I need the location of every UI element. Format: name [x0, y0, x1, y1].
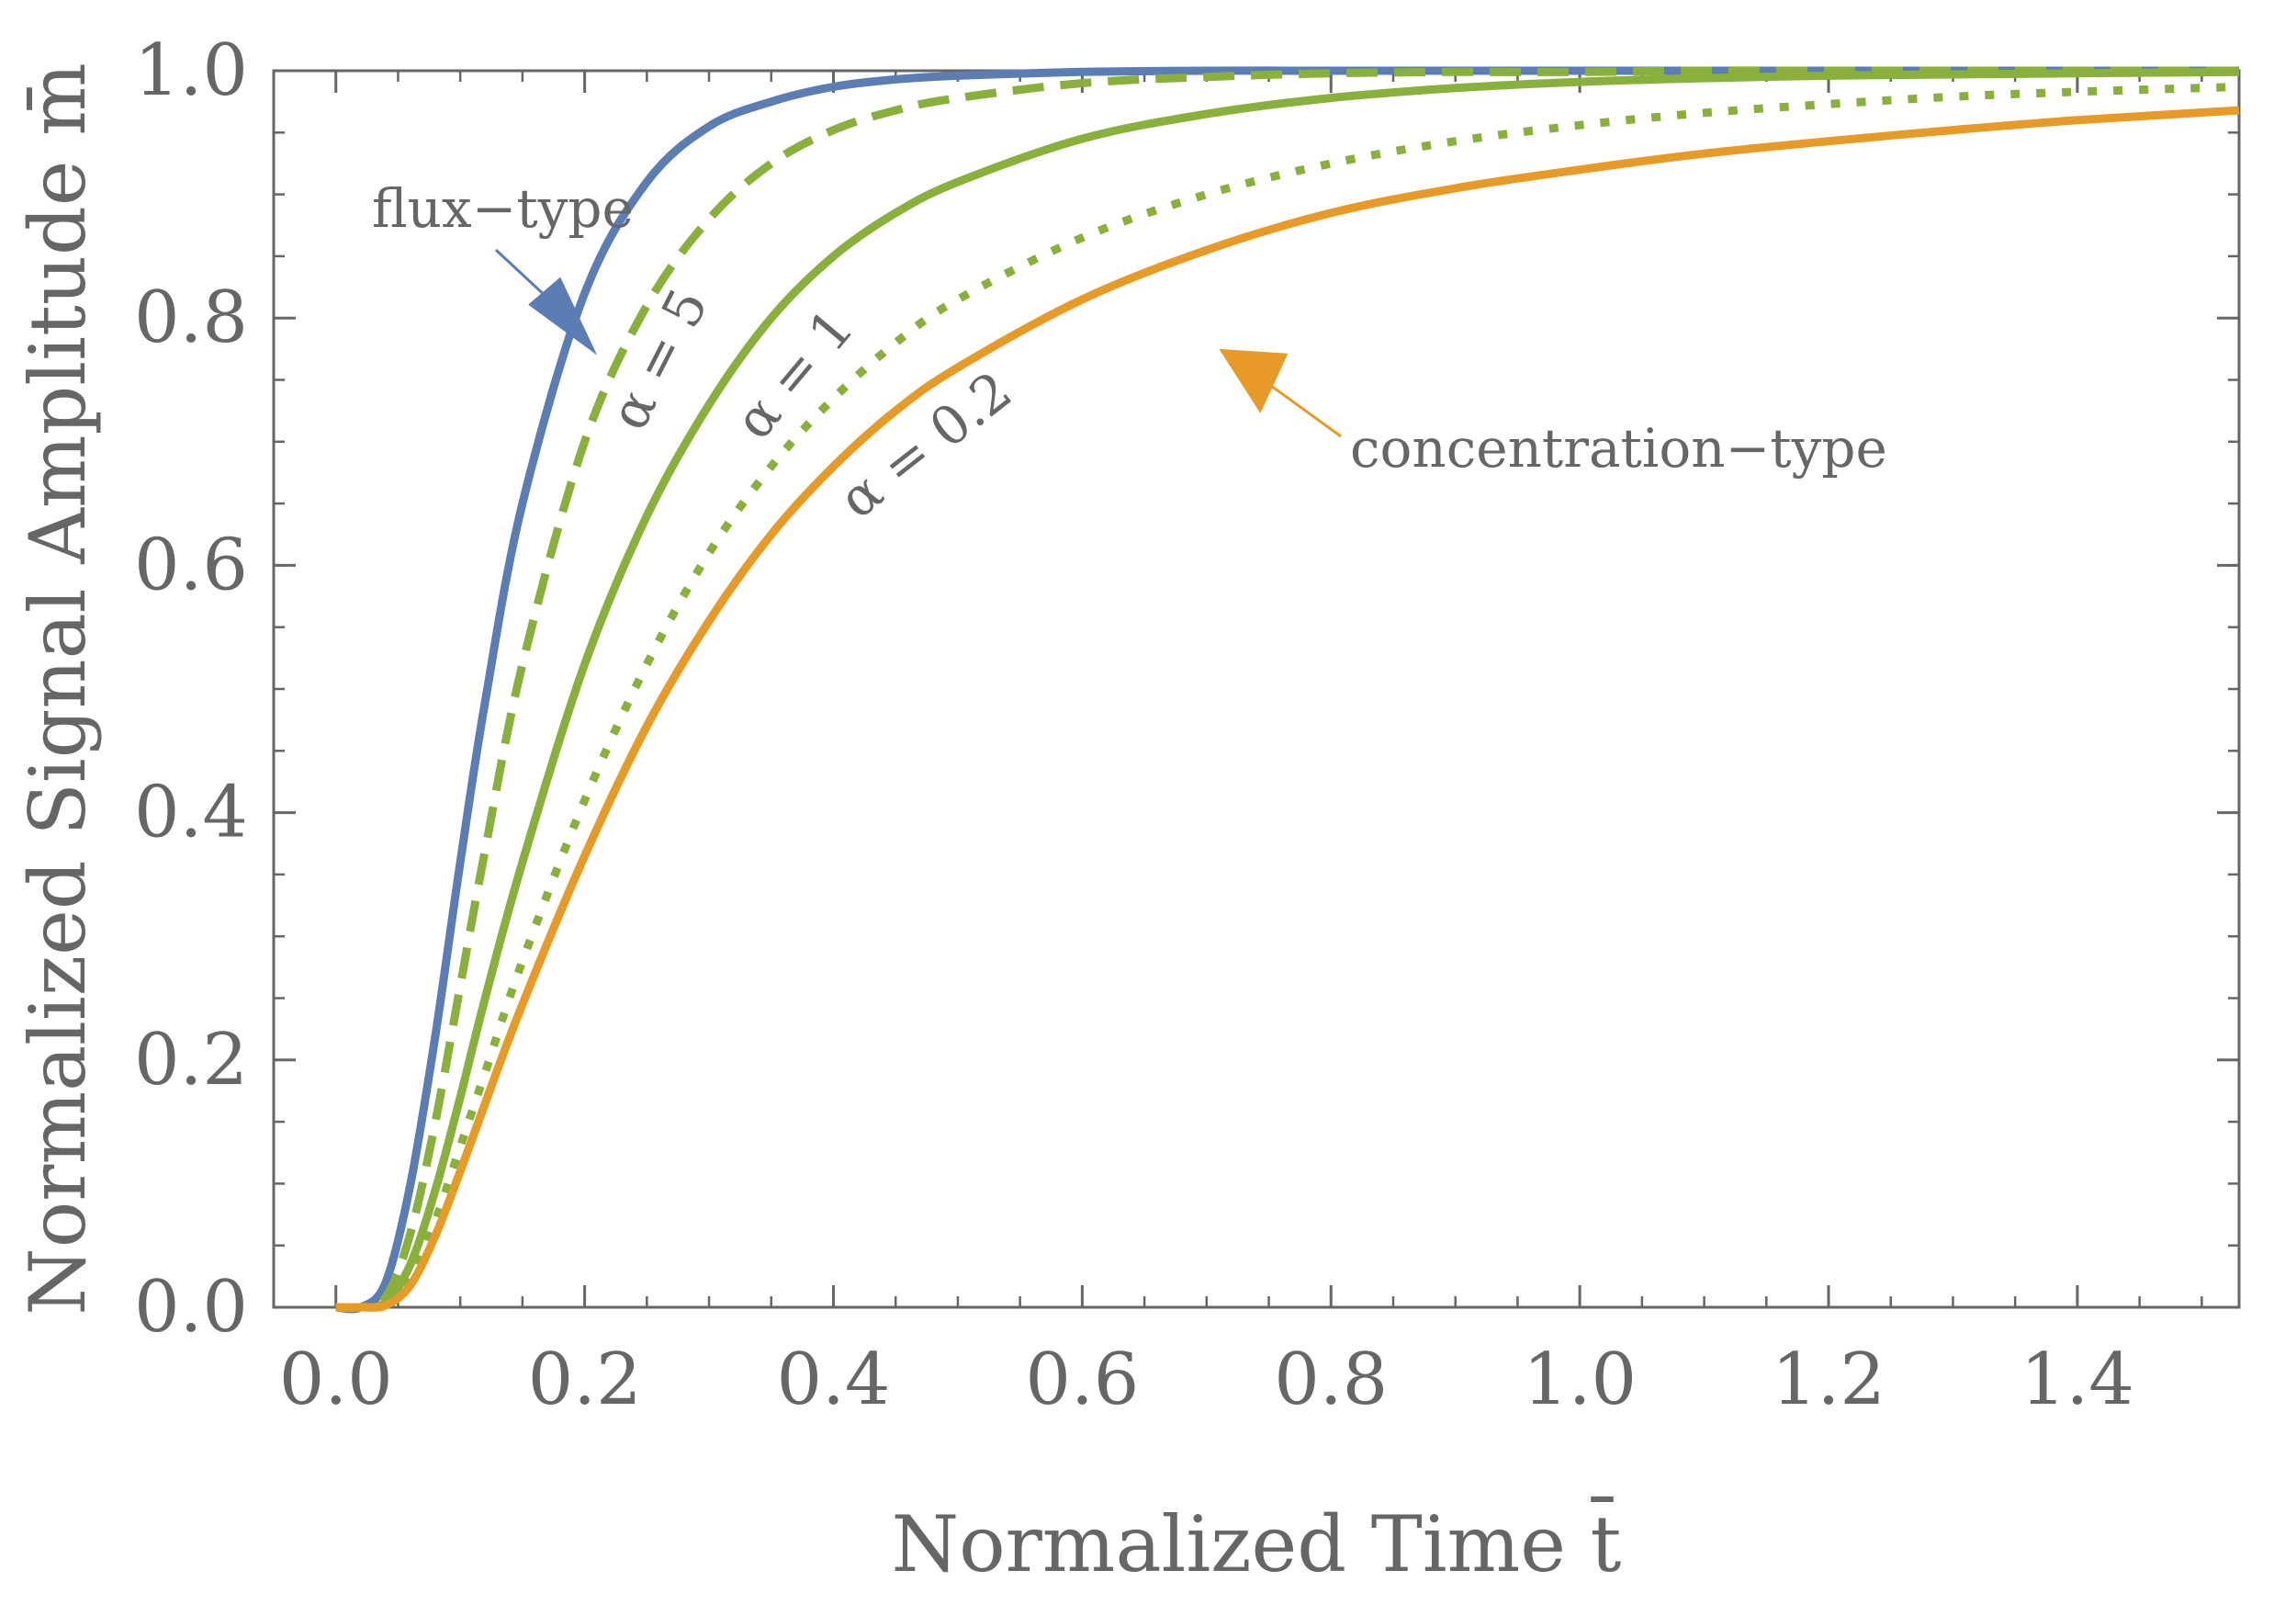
annotation-concentration-arrowhead [1219, 348, 1289, 413]
annotation-alpha-1: α = 1 [723, 297, 866, 450]
series-line-0-2 [335, 83, 2240, 1312]
series-line-flux-type [335, 66, 2239, 1314]
x-tick-label: 0.0 [279, 1339, 393, 1421]
series-line-1 [335, 67, 2240, 1312]
y-tick-label: 0.8 [134, 277, 248, 359]
annotation-flux-arrowhead [528, 277, 598, 356]
y-tick-label: 0.2 [134, 1019, 248, 1101]
x-tick-label: 0.8 [1274, 1339, 1388, 1421]
x-tick-label: 1.0 [1523, 1339, 1637, 1421]
y-tick-label: 0.6 [134, 524, 248, 606]
x-tick-label: 1.2 [1772, 1339, 1885, 1421]
y-axis-title: Normalized Signal Amplitude m̄ [13, 62, 103, 1316]
y-tick-label: 1.0 [134, 29, 248, 112]
plot-frame [272, 69, 2241, 1309]
y-tick-label: 0.0 [134, 1266, 248, 1349]
x-axis-title: Normalized Time t̄ [892, 1496, 1622, 1589]
annotation-flux-type: flux−type [372, 177, 634, 240]
annotation-concentration-type: concentration−type [1350, 417, 1887, 480]
x-tick-label: 0.4 [776, 1339, 890, 1421]
x-tick-label: 0.2 [528, 1339, 642, 1421]
x-tick-label: 0.6 [1025, 1339, 1139, 1421]
y-tick-label: 0.4 [134, 772, 248, 854]
series-line-concentration-type [335, 106, 2240, 1312]
series-line-5 [335, 66, 2239, 1313]
x-tick-label: 1.4 [2020, 1339, 2134, 1421]
